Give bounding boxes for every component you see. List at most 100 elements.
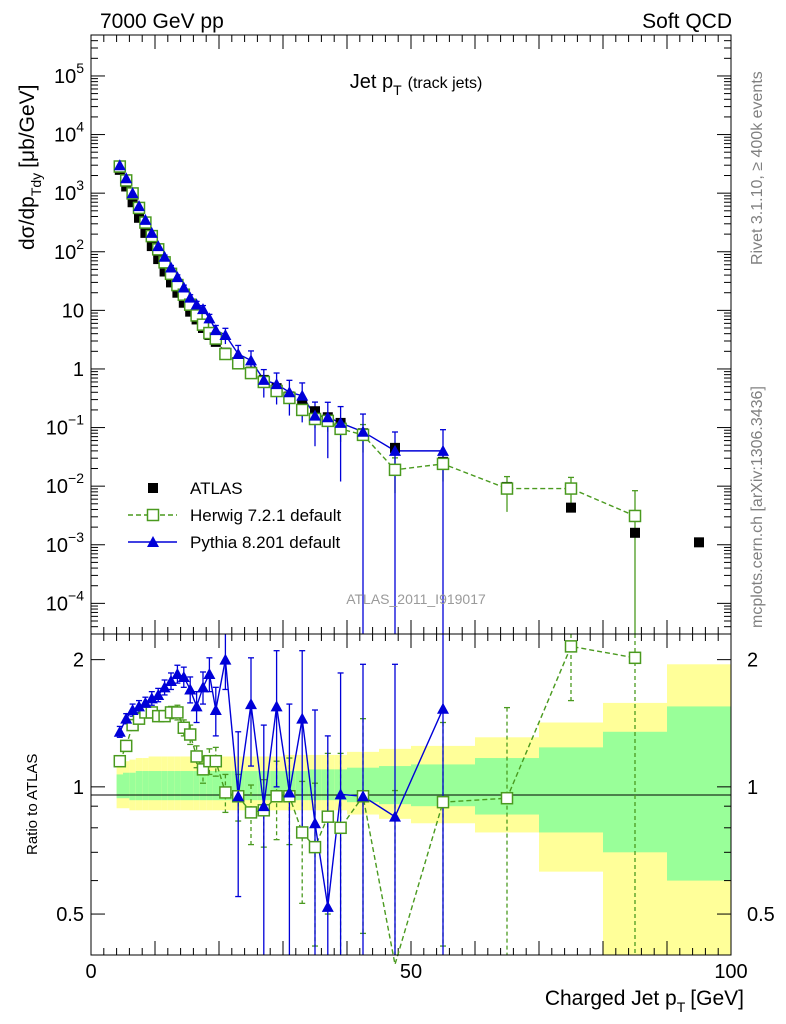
pythia-ratio-point: [321, 900, 334, 912]
x-tick-label: 0: [85, 961, 96, 983]
pythia-point: [245, 354, 257, 366]
herwig-ratio-point: [113, 754, 127, 768]
y-tick-label: 10−2: [46, 470, 84, 498]
pythia-point: [158, 250, 171, 262]
legend-label: Pythia 8.201 default: [190, 533, 341, 552]
y-tick-label: 105: [54, 60, 84, 88]
main-ticks: [90, 34, 732, 635]
pythia-point: [126, 187, 139, 199]
pythia-ratio-point: [219, 653, 232, 665]
pythia-point: [437, 444, 449, 456]
herwig-ratio-point: [564, 640, 578, 653]
pythia-ratio-point: [309, 817, 321, 829]
mcplots-note: mcplots.cern.ch [arXiv:1306.3436]: [749, 386, 766, 628]
band-inner: [148, 771, 155, 801]
pythia-ratio-point: [197, 681, 209, 693]
atlas-point: [127, 197, 138, 208]
herwig-ratio-point: [244, 806, 258, 819]
ratio-markers: [113, 640, 642, 912]
atlas-point: [146, 241, 157, 252]
pythia-point: [357, 425, 369, 437]
pythia-ratio-point: [389, 810, 401, 822]
band-inner: [135, 771, 143, 801]
legend-marker: [146, 508, 160, 522]
y-tick-label: 1: [73, 359, 84, 381]
herwig-ratio-point: [183, 728, 197, 741]
band-inner: [174, 771, 181, 801]
uncertainty-bands: [116, 664, 731, 955]
herwig-point: [196, 318, 210, 331]
pythia-point: [232, 348, 245, 360]
pythia-point: [296, 389, 309, 401]
pythia-point: [283, 386, 296, 398]
pythia-ratio-point: [203, 667, 216, 679]
pythia-ratio-point: [283, 786, 296, 798]
x-tick-label: 50: [400, 961, 422, 983]
pythia-ratio-point: [184, 683, 197, 695]
band-inner: [667, 706, 731, 881]
band-inner: [193, 771, 200, 801]
pythia-point: [152, 240, 165, 252]
pythia-ratio-point: [113, 725, 126, 737]
energy-label: 7000 GeV pp: [100, 10, 224, 33]
pythia-point: [145, 226, 158, 238]
y-tick-label: 103: [54, 177, 84, 205]
herwig-point: [219, 347, 232, 361]
ratio-y-tick-label-right: 0.5: [747, 904, 775, 926]
category-label: Soft QCD: [642, 10, 732, 33]
main-markers: [113, 159, 704, 548]
main-y-tick-labels: 10−4 10−3 10−2 10−1 1 10 102 103 104 105: [46, 60, 84, 615]
herwig-ratio-point: [219, 786, 232, 799]
herwig-ratio-line: [119, 645, 636, 965]
atlas-point: [566, 502, 576, 513]
herwig-ratio-point: [171, 706, 184, 719]
pythia-ratio-point: [270, 700, 283, 712]
main-title: Jet pT (track jets): [350, 71, 483, 98]
pythia-point: [334, 416, 347, 428]
herwig-ratio-point: [436, 795, 450, 809]
pythia-ratio-point: [177, 670, 190, 682]
herwig-ratio-point: [126, 718, 139, 732]
pythia-point: [133, 200, 145, 212]
pythia-ratio-point: [139, 696, 152, 708]
pythia-ratio-point: [152, 688, 165, 700]
band-inner: [161, 771, 168, 801]
pythia-point: [184, 291, 197, 303]
pythia-point: [139, 213, 152, 225]
pythia-ratio-point: [357, 790, 369, 802]
pythia-point: [389, 444, 401, 456]
herwig-ratio-point: [334, 821, 347, 835]
ratio-y-tick-label-right: 1: [747, 777, 758, 799]
herwig-ratio-point: [270, 790, 283, 803]
herwig-point: [564, 482, 578, 495]
band-inner: [206, 771, 213, 801]
ratio-y-tick-label-right: 2: [747, 650, 758, 672]
herwig-point: [295, 403, 309, 417]
y-tick-label: 104: [54, 119, 84, 147]
atlas-point: [178, 297, 189, 308]
pythia-ratio-point: [126, 704, 139, 716]
x-tick-label: 100: [714, 961, 747, 983]
atlas-point: [694, 537, 704, 548]
legend: ATLAS Herwig 7.2.1 default Pythia 8.201 de…: [128, 479, 341, 552]
main-series-lines: [119, 164, 636, 517]
ratio-frame: [90, 633, 732, 956]
band-inner: [116, 774, 123, 799]
main-y-axis-label: dσ/dpTdy[μb/GeV]: [16, 85, 44, 251]
herwig-ratio-point: [628, 651, 642, 665]
pythia-ratio-point: [334, 788, 347, 800]
band-inner: [212, 771, 219, 801]
band-inner: [187, 771, 194, 801]
band-inner: [539, 747, 603, 833]
pythia-ratio-point: [245, 698, 257, 710]
band-inner: [199, 771, 207, 801]
y-tick-label: 10−3: [46, 529, 84, 557]
pythia-point: [120, 172, 133, 184]
pythia-point: [321, 411, 334, 423]
herwig-ratio-point: [500, 791, 514, 805]
y-tick-label: 10−4: [46, 587, 84, 615]
atlas-point: [140, 227, 151, 238]
herwig-ratio-point: [308, 840, 322, 854]
pythia-point: [270, 378, 283, 390]
